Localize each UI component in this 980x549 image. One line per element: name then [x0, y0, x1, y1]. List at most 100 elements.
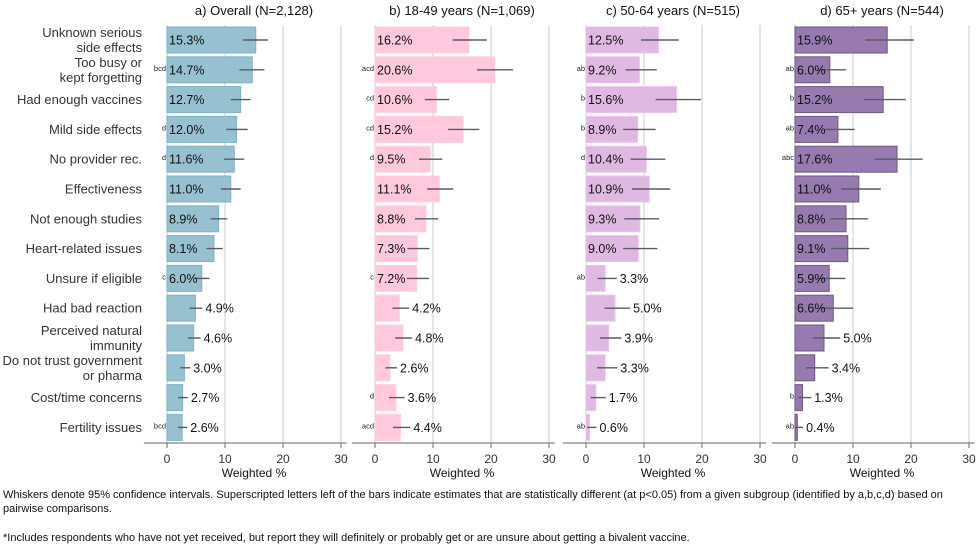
data-label: 4.8% — [415, 332, 444, 346]
data-label: 20.6% — [377, 63, 412, 77]
category-label: No provider rec. — [50, 152, 142, 167]
category-label: Not enough studies — [30, 211, 143, 226]
category-label: Had bad reaction — [43, 301, 142, 316]
category-label: Cost/time concerns — [31, 390, 143, 405]
data-label: 6.6% — [797, 302, 826, 316]
category-label: kept forgetting — [60, 70, 142, 85]
bar — [166, 235, 215, 263]
bar — [166, 145, 235, 173]
data-label: 12.7% — [169, 93, 204, 107]
data-label: 2.7% — [191, 391, 220, 405]
data-label: 11.0% — [797, 183, 832, 197]
significance-letters: b — [581, 123, 585, 132]
x-tick-label: 30 — [542, 452, 556, 466]
category-label: Fertility issues — [60, 420, 143, 435]
data-label: 8.8% — [797, 212, 826, 226]
data-label: 2.6% — [190, 421, 219, 435]
x-tick-label: 0 — [164, 452, 171, 466]
x-tick-label: 30 — [753, 452, 767, 466]
category-label: Do not trust government — [3, 353, 143, 368]
bar — [166, 56, 253, 84]
x-tick-label: 30 — [334, 452, 348, 466]
x-axis-label: Weighted % — [222, 466, 287, 480]
data-label: 8.8% — [377, 212, 406, 226]
data-label: 12.0% — [169, 123, 204, 137]
significance-letters: c — [162, 272, 166, 281]
panel-title: b) 18-49 years (N=1,069) — [389, 3, 535, 18]
x-tick-label: 0 — [792, 452, 799, 466]
data-label: 15.6% — [588, 93, 623, 107]
significance-letters: b — [581, 94, 585, 103]
data-label: 3.3% — [620, 361, 649, 375]
bar — [166, 175, 232, 203]
significance-letters: d — [370, 153, 374, 162]
x-tick-label: 20 — [484, 452, 498, 466]
data-label: 2.6% — [400, 361, 429, 375]
x-tick-label: 10 — [218, 452, 232, 466]
footnote: *Includes respondents who have not yet r… — [3, 532, 690, 544]
significance-letters: d — [581, 153, 585, 162]
data-label: 11.6% — [169, 153, 204, 167]
bar — [794, 264, 830, 292]
significance-letters: ab — [786, 421, 794, 430]
category-label: Too busy or — [75, 55, 143, 70]
panel-title: d) 65+ years (N=544) — [820, 3, 944, 18]
data-label: 4.2% — [412, 302, 441, 316]
data-label: 10.4% — [588, 153, 623, 167]
bar — [166, 115, 238, 143]
data-label: 0.4% — [806, 421, 835, 435]
category-label: side effects — [76, 40, 142, 55]
significance-letters: cd — [366, 123, 374, 132]
data-label: 5.0% — [633, 302, 662, 316]
significance-letters: bcd — [154, 64, 166, 73]
data-label: 17.6% — [797, 153, 832, 167]
data-label: 15.3% — [169, 34, 204, 48]
data-label: 10.6% — [377, 93, 412, 107]
x-tick-label: 0 — [583, 452, 590, 466]
data-label: 7.2% — [377, 272, 406, 286]
data-label: 8.9% — [588, 123, 617, 137]
category-label: Perceived natural — [41, 323, 142, 338]
significance-letters: ab — [577, 272, 585, 281]
x-tick-label: 10 — [426, 452, 440, 466]
whiskers-note: Whiskers denote 95% confidence intervals… — [3, 489, 943, 515]
data-label: 4.6% — [204, 332, 233, 346]
significance-letters: d — [162, 123, 166, 132]
data-label: 4.9% — [205, 302, 234, 316]
category-label: Had enough vaccines — [17, 92, 143, 107]
panel-title: a) Overall (N=2,128) — [195, 3, 313, 18]
bar — [166, 205, 220, 233]
data-label: 9.1% — [797, 242, 826, 256]
data-label: 3.3% — [620, 272, 649, 286]
data-label: 14.7% — [169, 63, 204, 77]
panel-title: c) 50-64 years (N=515) — [606, 3, 740, 18]
data-label: 5.0% — [843, 332, 872, 346]
bar — [374, 56, 495, 84]
data-label: 8.9% — [169, 212, 198, 226]
significance-letters: d — [370, 392, 374, 401]
data-label: 4.4% — [413, 421, 442, 435]
data-label: 9.3% — [588, 212, 617, 226]
category-label: immunity — [90, 338, 143, 353]
data-label: 12.5% — [588, 34, 623, 48]
data-label: 16.2% — [377, 34, 412, 48]
data-label: 3.0% — [193, 361, 222, 375]
significance-letters: acd — [362, 64, 374, 73]
data-label: 6.0% — [797, 63, 826, 77]
data-label: 6.0% — [169, 272, 198, 286]
x-tick-label: 10 — [637, 452, 651, 466]
significance-letters: ab — [786, 64, 794, 73]
category-label: Unsure if eligible — [46, 271, 142, 286]
category-label: Effectiveness — [65, 182, 143, 197]
data-label: 3.9% — [624, 332, 653, 346]
category-label: Mild side effects — [49, 122, 142, 137]
significance-letters: c — [370, 272, 374, 281]
data-label: 0.6% — [599, 421, 628, 435]
x-tick-label: 20 — [695, 452, 709, 466]
data-label: 3.4% — [832, 361, 861, 375]
data-label: 1.3% — [814, 391, 843, 405]
significance-letters: b — [790, 392, 794, 401]
data-label: 5.9% — [797, 272, 826, 286]
data-label: 7.4% — [797, 123, 826, 137]
significance-letters: bcd — [154, 421, 166, 430]
